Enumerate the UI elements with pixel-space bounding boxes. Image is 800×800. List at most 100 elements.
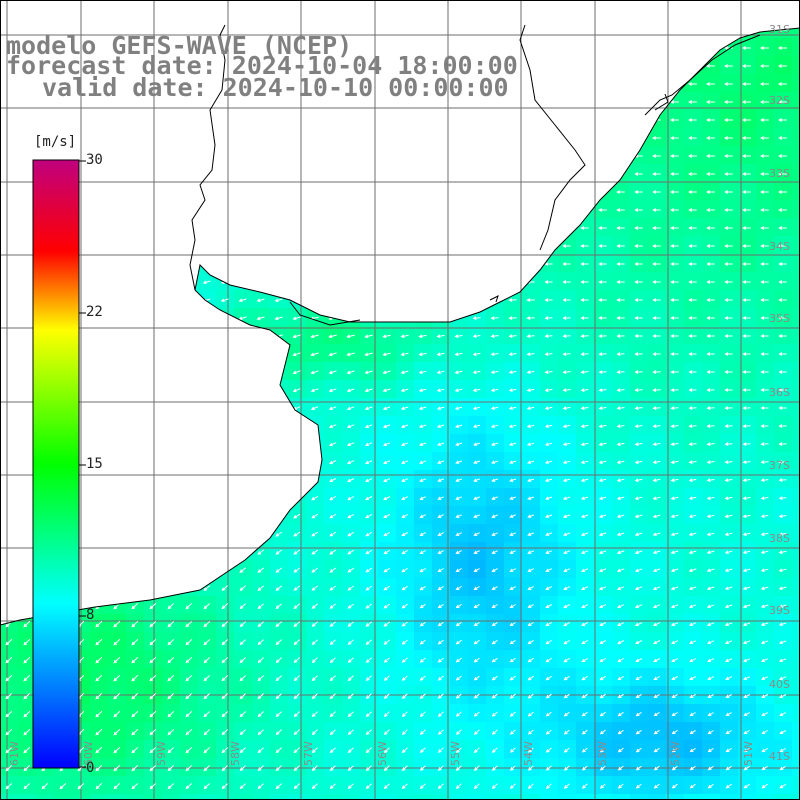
wind-arrow: [545, 747, 552, 753]
wind-arrow: [418, 298, 427, 303]
wind-arrow: [635, 711, 642, 717]
wind-arrow: [742, 28, 751, 32]
wind-arrow: [671, 640, 679, 645]
speed-cell: [0, 524, 19, 543]
wind-arrow: [419, 550, 426, 554]
speed-cell: [702, 794, 721, 800]
wind-arrow: [148, 226, 157, 231]
speed-cell: [378, 254, 397, 273]
speed-cell: [252, 218, 271, 237]
wind-arrow: [562, 262, 571, 266]
wind-arrow: [293, 531, 301, 537]
speed-cell: [468, 344, 487, 363]
wind-arrow: [166, 334, 175, 339]
wind-arrow: [436, 316, 445, 321]
speed-cell: [630, 614, 649, 633]
wind-arrow: [382, 118, 391, 122]
speed-cell: [324, 290, 343, 309]
wind-arrow: [220, 172, 229, 176]
speed-cell: [486, 110, 505, 129]
wind-arrow: [616, 568, 625, 573]
speed-cell: [216, 434, 235, 453]
longitude-label: 54W: [522, 741, 535, 766]
wind-arrow: [328, 370, 337, 375]
speed-cell: [432, 452, 451, 471]
speed-cell: [414, 794, 433, 800]
speed-cell: [684, 704, 703, 723]
wind-arrow: [329, 549, 337, 555]
wind-arrow: [724, 370, 733, 374]
wind-arrow: [257, 711, 264, 718]
speed-cell: [0, 128, 19, 147]
wind-arrow: [202, 352, 211, 357]
speed-cell: [360, 398, 379, 417]
speed-cell: [18, 110, 37, 129]
wind-arrow: [580, 442, 589, 447]
wind-arrow: [472, 388, 481, 393]
wind-arrow: [616, 64, 625, 68]
wind-arrow: [473, 532, 480, 536]
wind-arrow: [545, 729, 552, 735]
wind-arrow: [527, 550, 534, 554]
speed-cell: [720, 308, 739, 327]
wind-arrow: [508, 154, 517, 158]
wind-arrow: [472, 298, 481, 302]
wind-arrow: [113, 405, 121, 411]
speed-cell: [144, 326, 163, 345]
speed-cell: [684, 614, 703, 633]
wind-arrow: [725, 747, 732, 753]
speed-cell: [540, 416, 559, 435]
wind-arrow: [148, 190, 157, 195]
wind-arrow: [310, 118, 319, 122]
speed-cell: [612, 218, 631, 237]
wind-arrow: [724, 82, 733, 86]
wind-arrow: [149, 531, 157, 537]
longitude-label: 51W: [742, 741, 755, 766]
wind-arrow: [365, 621, 373, 627]
latitude-label: 33S: [769, 167, 790, 180]
wind-arrow: [688, 154, 697, 158]
wind-arrow: [292, 118, 301, 122]
wind-arrow: [778, 406, 787, 410]
speed-cell: [522, 632, 541, 651]
wind-arrow: [562, 424, 571, 428]
wind-arrow: [562, 28, 571, 32]
wind-arrow: [94, 280, 103, 285]
wind-arrow: [130, 190, 139, 195]
wind-arrow: [382, 406, 391, 411]
wind-arrow: [580, 406, 589, 410]
wind-arrow: [274, 352, 283, 357]
wind-arrow: [130, 262, 139, 267]
wind-arrow: [347, 567, 355, 573]
wind-arrow: [490, 208, 499, 212]
speed-cell: [576, 434, 595, 453]
speed-cell: [648, 344, 667, 363]
speed-cell: [234, 488, 253, 507]
wind-arrow: [328, 280, 337, 285]
speed-cell: [612, 254, 631, 273]
speed-cell: [450, 362, 469, 381]
wind-arrow: [401, 549, 408, 555]
wind-arrow: [580, 208, 589, 212]
wind-arrow: [238, 334, 247, 339]
speed-cell: [450, 110, 469, 129]
wind-arrow: [22, 82, 31, 86]
speed-cell: [558, 308, 577, 327]
speed-cell: [18, 794, 37, 800]
speed-cell: [342, 272, 361, 291]
wind-arrow: [634, 424, 643, 428]
speed-cell: [378, 434, 397, 453]
speed-cell: [126, 524, 145, 543]
wind-arrow: [616, 406, 625, 410]
speed-cell: [558, 362, 577, 381]
speed-cell: [684, 326, 703, 345]
wind-arrow: [562, 46, 571, 50]
wind-arrow: [23, 746, 31, 754]
speed-cell: [738, 182, 757, 201]
speed-cell: [666, 542, 685, 561]
wind-arrow: [311, 711, 318, 718]
wind-arrow: [166, 280, 175, 285]
speed-cell: [630, 28, 649, 39]
wind-arrow: [688, 568, 697, 573]
wind-arrow: [293, 675, 300, 682]
